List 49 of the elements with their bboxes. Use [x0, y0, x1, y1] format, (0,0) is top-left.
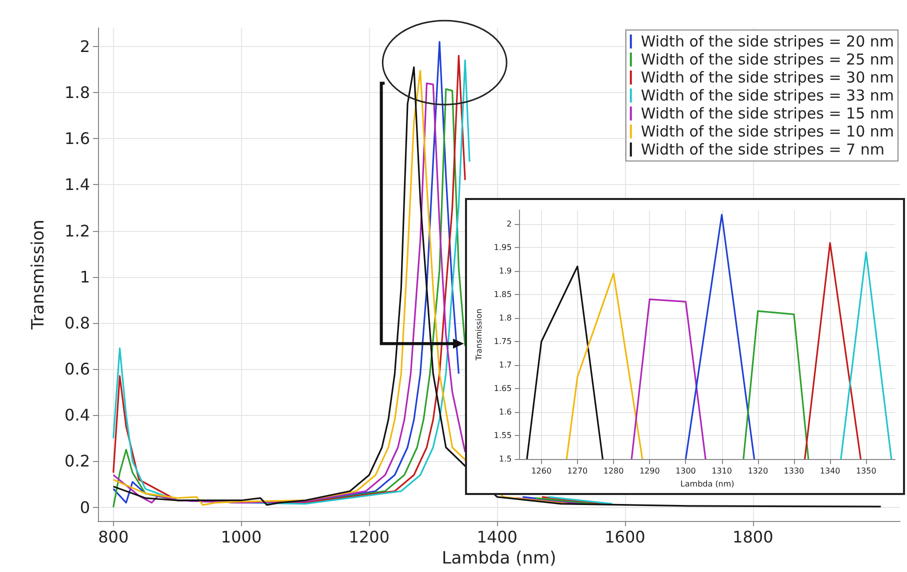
y-tick-label: 1.4	[64, 175, 90, 194]
y-tick-label: 2	[80, 36, 90, 56]
y-tick-label: 1.9	[498, 266, 512, 276]
y-tick-label: 1	[80, 267, 90, 286]
x-tick-label: 1280	[603, 466, 624, 476]
y-tick-label: 1.5	[498, 454, 512, 464]
x-tick-label: 1330	[784, 466, 804, 476]
y-tick-label: 1.6	[498, 408, 512, 417]
y-tick-label: 2	[506, 220, 512, 229]
x-tick-label: 1340	[820, 466, 840, 476]
y-tick-label: 0.4	[64, 406, 90, 425]
x-tick-label: 1600	[604, 528, 646, 547]
y-tick-label: 0.8	[64, 313, 90, 332]
y-tick-label: 1.6	[64, 129, 90, 148]
y-tick-label: 0.2	[64, 452, 90, 471]
x-tick-label: 1270	[567, 466, 588, 476]
x-tick-label: 800	[98, 528, 129, 547]
x-tick-label: 1290	[639, 466, 660, 476]
legend-label: Width of the side stripes = 10 nm	[640, 122, 894, 140]
y-tick-label: 1.2	[64, 221, 90, 240]
legend-label: Width of the side stripes = 7 nm	[640, 140, 884, 158]
x-tick-label: 1400	[476, 528, 518, 547]
legend-label: Width of the side stripes = 20 nm	[640, 32, 894, 50]
x-axis-title: Lambda (nm)	[442, 548, 556, 568]
y-tick-label: 1.8	[498, 314, 512, 323]
x-axis-title: Lambda (nm)	[680, 480, 734, 488]
y-tick-label: 1.55	[494, 431, 512, 440]
x-tick-label: 1000	[220, 528, 262, 547]
y-tick-label: 1.85	[494, 290, 512, 300]
y-tick-label: 1.75	[494, 337, 512, 346]
x-tick-label: 1310	[712, 466, 732, 476]
legend-label: Width of the side stripes = 30 nm	[640, 68, 894, 86]
x-tick-label: 1350	[856, 466, 876, 476]
y-tick-label: 0.6	[64, 360, 90, 379]
x-tick-label: 1300	[676, 466, 696, 476]
legend-label: Width of the side stripes = 33 nm	[640, 86, 894, 104]
legend-label: Width of the side stripes = 25 nm	[640, 50, 894, 68]
y-tick-label: 1.65	[494, 384, 512, 394]
y-axis-title: Transmission	[28, 220, 48, 330]
x-tick-label: 1320	[748, 466, 768, 476]
x-tick-label: 1200	[348, 528, 390, 547]
y-tick-label: 1.7	[498, 360, 512, 370]
y-axis-title: Transmission	[474, 308, 484, 362]
y-tick-label: 1.8	[64, 83, 90, 102]
y-tick-label: 1.95	[494, 243, 512, 252]
x-tick-label: 1800	[732, 528, 774, 547]
y-tick-label: 0	[80, 498, 90, 517]
x-tick-label: 1260	[531, 466, 552, 476]
legend-label: Width of the side stripes = 15 nm	[640, 104, 894, 122]
